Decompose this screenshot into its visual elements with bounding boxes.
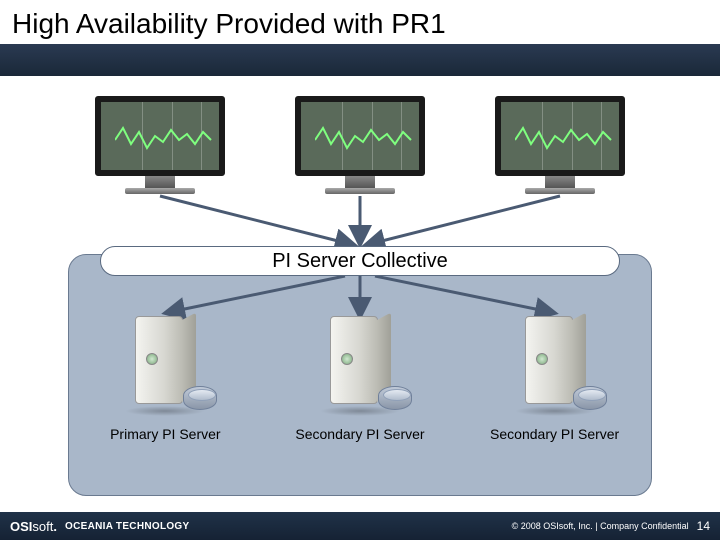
client-monitor xyxy=(95,96,225,194)
disk-icon xyxy=(183,386,217,410)
collective-title: PI Server Collective xyxy=(272,250,448,273)
title-underline-band xyxy=(0,44,720,76)
trend-trace-icon xyxy=(315,110,415,170)
pi-server xyxy=(507,316,603,412)
power-light-icon xyxy=(536,353,548,365)
pi-server xyxy=(312,316,408,412)
power-light-icon xyxy=(146,353,158,365)
servers-row xyxy=(68,316,652,412)
monitor-screen xyxy=(295,96,425,176)
client-monitor xyxy=(295,96,425,194)
pi-server xyxy=(117,316,213,412)
server-labels-row: Primary PI Server Secondary PI Server Se… xyxy=(68,426,652,442)
brand-logo: OSIsoft. xyxy=(10,519,57,534)
trend-trace-icon xyxy=(515,110,615,170)
slide-footer: OSIsoft. OCEANIA TECHNOLOGY © 2008 OSIso… xyxy=(0,512,720,540)
slide-title: High Availability Provided with PR1 xyxy=(12,8,708,40)
client-monitor xyxy=(495,96,625,194)
monitors-row xyxy=(0,76,720,194)
event-name: OCEANIA TECHNOLOGY xyxy=(65,521,189,532)
disk-icon xyxy=(573,386,607,410)
power-light-icon xyxy=(341,353,353,365)
monitor-screen xyxy=(495,96,625,176)
monitor-screen xyxy=(95,96,225,176)
brand-suffix: soft xyxy=(32,519,53,534)
server-label: Secondary PI Server xyxy=(465,426,645,442)
page-number: 14 xyxy=(697,519,710,533)
server-label: Secondary PI Server xyxy=(270,426,450,442)
diagram-area: PI Server Collective xyxy=(0,76,720,516)
slide-title-bar: High Availability Provided with PR1 xyxy=(0,0,720,44)
copyright-text: © 2008 OSIsoft, Inc. | Company Confident… xyxy=(512,521,689,531)
server-label: Primary PI Server xyxy=(75,426,255,442)
disk-icon xyxy=(378,386,412,410)
server-tower-icon xyxy=(330,316,378,404)
server-tower-icon xyxy=(525,316,573,404)
server-tower-icon xyxy=(135,316,183,404)
brand-prefix: OSI xyxy=(10,519,32,534)
collective-title-bar: PI Server Collective xyxy=(100,246,620,276)
trend-trace-icon xyxy=(115,110,215,170)
